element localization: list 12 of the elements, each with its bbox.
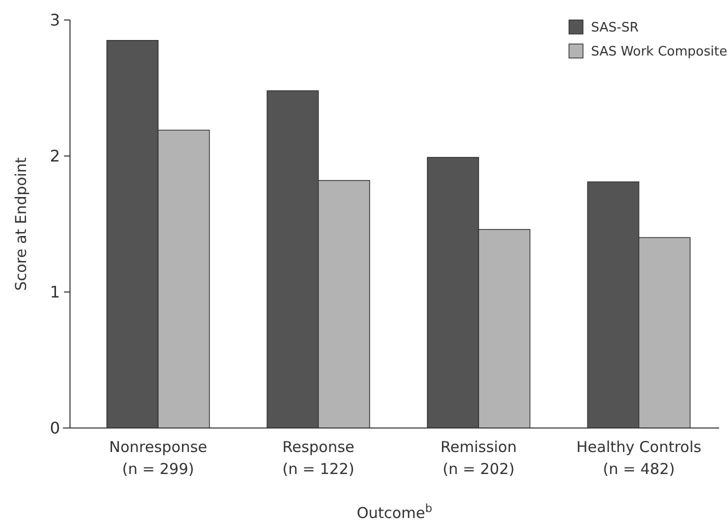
x-tick-label: Healthy Controls (n = 482)	[576, 438, 702, 478]
y-axis-title: Score at Endpoint	[12, 157, 30, 291]
x-tick-label: Nonresponse (n = 299)	[109, 438, 208, 478]
x-tick-label: Remission (n = 202)	[440, 438, 517, 478]
y-tick-label: 1	[50, 282, 60, 302]
y-tick-label: 3	[50, 10, 60, 30]
legend-label: SAS-SR	[591, 20, 639, 36]
x-tick-label: Response (n = 122)	[282, 438, 354, 478]
y-tick-label: 2	[50, 146, 60, 166]
y-tick-label: 0	[50, 418, 60, 438]
legend-label: SAS Work Composite	[591, 44, 727, 60]
x-axis-title: Outcome$^{b}$	[356, 502, 432, 522]
